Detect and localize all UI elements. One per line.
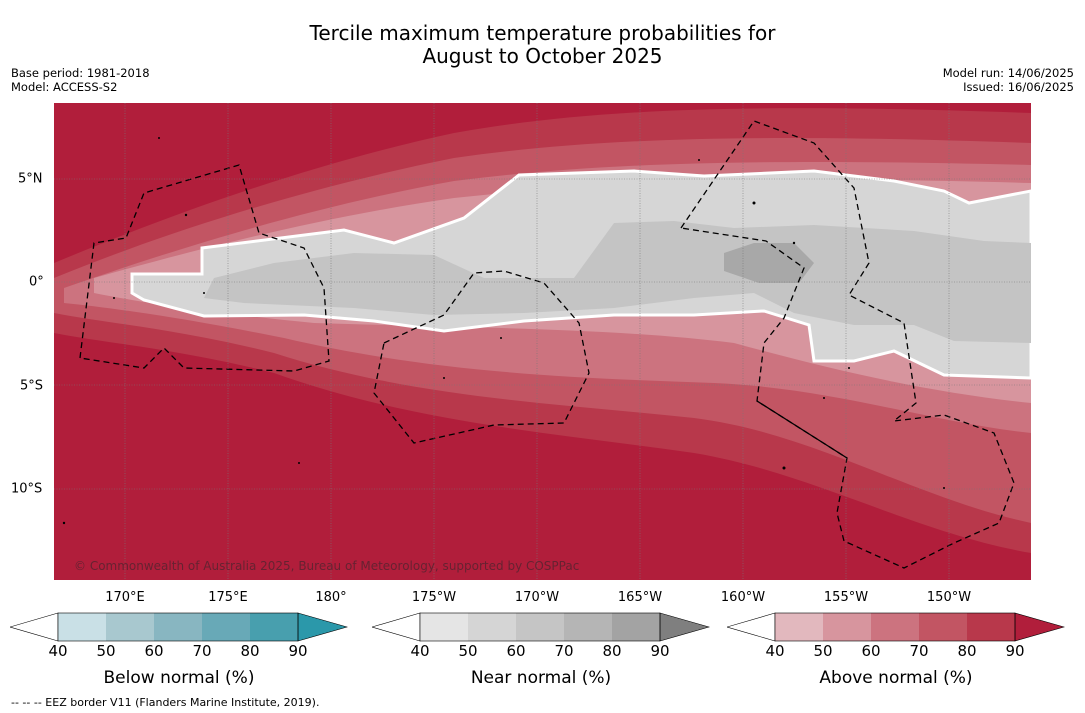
cb-below-tick-60: 60 — [144, 642, 164, 660]
lon-label-150w: 150°W — [926, 590, 972, 605]
cb-below-seg-3 — [154, 613, 202, 641]
cb-near-tick-90: 90 — [650, 642, 670, 660]
cb-below-tick-80: 80 — [240, 642, 260, 660]
meta-right: Model run: 14/06/2025 Issued: 16/06/2025 — [943, 66, 1074, 94]
cb-near-tick-60: 60 — [506, 642, 526, 660]
cb-above-seg-2 — [823, 613, 871, 641]
eez-border-central — [373, 270, 590, 444]
lon-label-175e: 175°E — [208, 590, 248, 605]
eez-border-west — [79, 164, 330, 372]
cb-near-tick-80: 80 — [602, 642, 622, 660]
eez-footnote: -- -- -- EEZ border V11 (Flanders Marine… — [11, 696, 320, 709]
cb-below-tick-90: 90 — [288, 642, 308, 660]
cb-near-tick-50: 50 — [458, 642, 478, 660]
lon-label-170e: 170°E — [105, 590, 145, 605]
lon-label-170w: 170°W — [514, 590, 560, 605]
cb-near-seg-0 — [372, 612, 421, 642]
lat-label-5n: 5°N — [18, 171, 43, 187]
copyright-notice: © Commonwealth of Australia 2025, Bureau… — [74, 559, 580, 573]
eez-border-east — [679, 120, 1015, 569]
cb-near-label: Near normal (%) — [470, 668, 612, 688]
eez-border-solid — [756, 400, 848, 459]
base-period-text: Base period: 1981-2018 — [11, 66, 150, 80]
map-canvas — [54, 103, 1031, 580]
title-line-1: Tercile maximum temperature probabilitie… — [309, 21, 776, 45]
cb-near-tick-70: 70 — [554, 642, 574, 660]
lon-label-175w: 175°W — [411, 590, 457, 605]
model-run-text: Model run: 14/06/2025 — [942, 66, 1074, 80]
cb-below-seg-5 — [250, 613, 298, 641]
cb-below-tick-40: 40 — [48, 642, 68, 660]
cb-above-seg-5 — [967, 613, 1015, 641]
cb-near-seg-6 — [659, 612, 710, 642]
cb-below-tick-70: 70 — [192, 642, 212, 660]
cb-above-seg-0 — [727, 612, 776, 642]
probability-map[interactable] — [54, 103, 1031, 580]
cb-below-label: Below normal (%) — [103, 668, 255, 688]
cb-near-seg-2 — [468, 613, 516, 641]
cb-below-seg-4 — [202, 613, 250, 641]
lat-label-0: 0° — [29, 274, 44, 290]
colorbar-near-normal — [372, 612, 710, 642]
cb-near-seg-4 — [564, 613, 612, 641]
cb-above-tick-50: 50 — [813, 642, 833, 660]
cb-below-tick-50: 50 — [96, 642, 116, 660]
lon-label-165w: 165°W — [617, 590, 663, 605]
issued-text: Issued: 16/06/2025 — [963, 80, 1074, 94]
cb-above-tick-90: 90 — [1005, 642, 1025, 660]
cb-below-seg-1 — [58, 613, 106, 641]
cb-above-label: Above normal (%) — [819, 668, 973, 688]
cb-above-tick-40: 40 — [765, 642, 785, 660]
lon-label-155w: 155°W — [823, 590, 869, 605]
chart-title: Tercile maximum temperature probabilitie… — [0, 22, 1085, 68]
lat-label-10s: 10°S — [11, 481, 43, 497]
cb-near-tick-40: 40 — [410, 642, 430, 660]
cb-near-seg-1 — [420, 613, 468, 641]
title-line-2: August to October 2025 — [422, 44, 663, 68]
cb-above-tick-60: 60 — [861, 642, 881, 660]
colorbar-above-normal — [727, 612, 1065, 642]
cb-above-tick-70: 70 — [909, 642, 929, 660]
cb-near-seg-5 — [612, 613, 660, 641]
graticule — [54, 103, 1031, 580]
lon-label-160w: 160°W — [720, 590, 766, 605]
cb-near-seg-3 — [516, 613, 564, 641]
cb-below-seg-2 — [106, 613, 154, 641]
model-text: Model: ACCESS-S2 — [11, 80, 118, 94]
lon-label-180: 180° — [315, 590, 347, 605]
cb-above-seg-1 — [775, 613, 823, 641]
island-markers — [62, 137, 945, 525]
cb-below-seg-6 — [297, 612, 348, 642]
meta-left: Base period: 1981-2018 Model: ACCESS-S2 — [11, 66, 150, 94]
cb-below-seg-0 — [10, 612, 59, 642]
cb-above-seg-4 — [919, 613, 967, 641]
cb-above-seg-6 — [1014, 612, 1065, 642]
cb-above-seg-3 — [871, 613, 919, 641]
cb-above-tick-80: 80 — [957, 642, 977, 660]
lat-label-5s: 5°S — [20, 378, 44, 394]
near-normal-70-region — [724, 243, 814, 283]
colorbar-below-normal — [10, 612, 348, 642]
